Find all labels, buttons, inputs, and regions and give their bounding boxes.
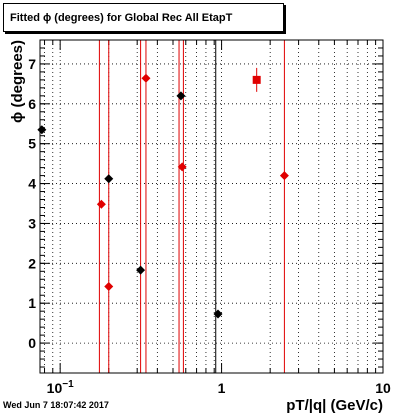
plot-area — [40, 40, 383, 373]
plot-frame — [39, 39, 384, 374]
y-tick-label: 1 — [28, 295, 36, 311]
x-tick-label: 1 — [218, 380, 226, 396]
diamond-marker — [96, 199, 106, 209]
diamond-marker — [104, 281, 114, 291]
x-tick-label: 10−1 — [47, 379, 74, 396]
y-tick-label: 7 — [28, 56, 36, 72]
y-tick-label: 6 — [28, 96, 36, 112]
y-tick-label: 5 — [28, 136, 36, 152]
y-tick-label: 0 — [28, 335, 36, 351]
y-tick-label: 3 — [28, 215, 36, 231]
diamond-marker — [177, 162, 187, 172]
x-tick-label: 10 — [375, 380, 391, 396]
square-marker — [252, 75, 261, 84]
chart-title-box: Fitted ϕ (degrees) for Global Rec All Et… — [3, 3, 284, 32]
diamond-marker — [279, 171, 289, 181]
diamond-marker — [141, 73, 151, 83]
y-tick-label: 2 — [28, 255, 36, 271]
x-axis-title: pT/|q| (GeV/c) — [286, 397, 383, 414]
diamond-marker — [37, 125, 47, 135]
timestamp: Wed Jun 7 18:07:42 2017 — [3, 400, 109, 410]
y-tick-label: 4 — [28, 176, 36, 192]
diamond-marker — [213, 309, 223, 319]
chart-title: Fitted ϕ (degrees) for Global Rec All Et… — [10, 11, 233, 24]
diamond-marker — [176, 91, 186, 101]
diamond-marker — [136, 265, 146, 275]
diamond-marker — [104, 174, 114, 184]
y-axis-title: ϕ (degrees) — [9, 40, 26, 123]
